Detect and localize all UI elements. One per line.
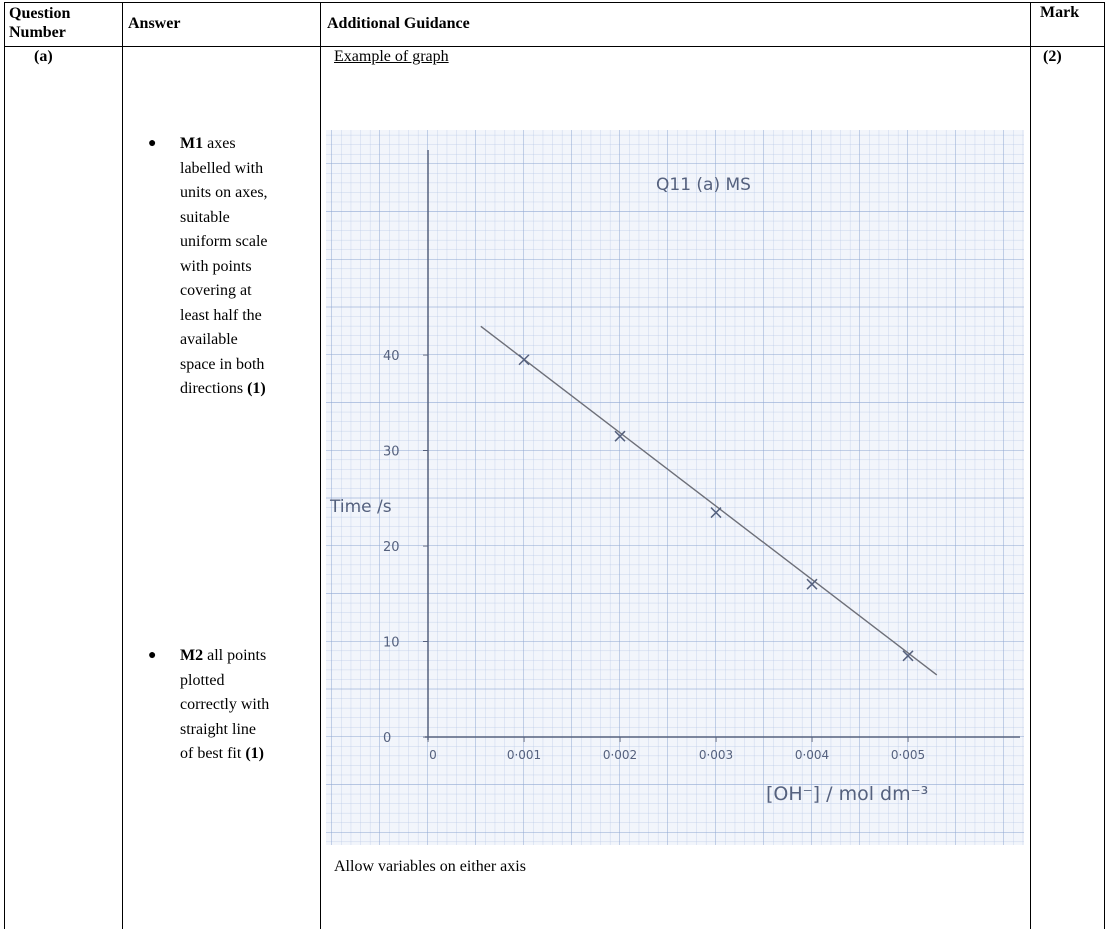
x-tick-label: 0·004 — [795, 748, 829, 762]
y-tick-label: 20 — [383, 540, 400, 555]
table-border — [122, 2, 123, 929]
bullet-label: M2 — [180, 647, 203, 664]
x-axis-label: [OH⁻] / mol dm⁻³ — [766, 783, 928, 805]
guidance-heading: Example of graph — [334, 48, 449, 66]
y-axis-label: Time /s — [329, 497, 392, 517]
question-number: (a) — [34, 48, 53, 66]
x-tick-label: 0·001 — [507, 748, 541, 762]
bullet-text: M2 all points plotted correctly with str… — [180, 644, 272, 767]
bullet-text: M1 axes labelled with units on axes, sui… — [180, 132, 272, 402]
header-cell: Mark — [1040, 4, 1079, 22]
bullet-label: M1 — [180, 135, 203, 152]
header-cell: Answer — [128, 15, 180, 33]
mark: (2) — [1043, 48, 1062, 66]
x-tick-label: 0·005 — [891, 748, 925, 762]
x-tick-label: 0·002 — [603, 748, 637, 762]
page: {"table":{"header":["Question Number","A… — [0, 0, 1105, 929]
graph-title: Q11 (a) MS — [656, 175, 751, 195]
header-cell: Question Number — [9, 4, 81, 42]
x-tick-label: 0 — [429, 748, 437, 762]
guidance-note: Allow variables on either axis — [334, 858, 526, 876]
x-tick-label: 0·003 — [699, 748, 733, 762]
y-tick-label: 10 — [383, 636, 400, 651]
y-tick-label: 40 — [383, 349, 400, 364]
bullet: ● — [148, 136, 156, 152]
y-tick-label: 30 — [383, 445, 400, 460]
graph: Q11 (a) MS Time /s [OH⁻] / mol dm⁻³ 0 10 2… — [326, 130, 1024, 845]
table-border — [4, 2, 1105, 3]
y-tick-label: 0 — [383, 731, 391, 746]
bullet-mark: (1) — [245, 745, 264, 762]
bullet-body: axes labelled with units on axes, suitab… — [180, 135, 268, 397]
bullet-mark: (1) — [247, 380, 266, 397]
header-cell: Additional Guidance — [327, 15, 470, 33]
table-border — [4, 2, 5, 929]
bullet: ● — [148, 648, 156, 664]
table-border — [4, 46, 1105, 47]
table-border — [320, 2, 321, 929]
table-border — [1030, 2, 1031, 929]
